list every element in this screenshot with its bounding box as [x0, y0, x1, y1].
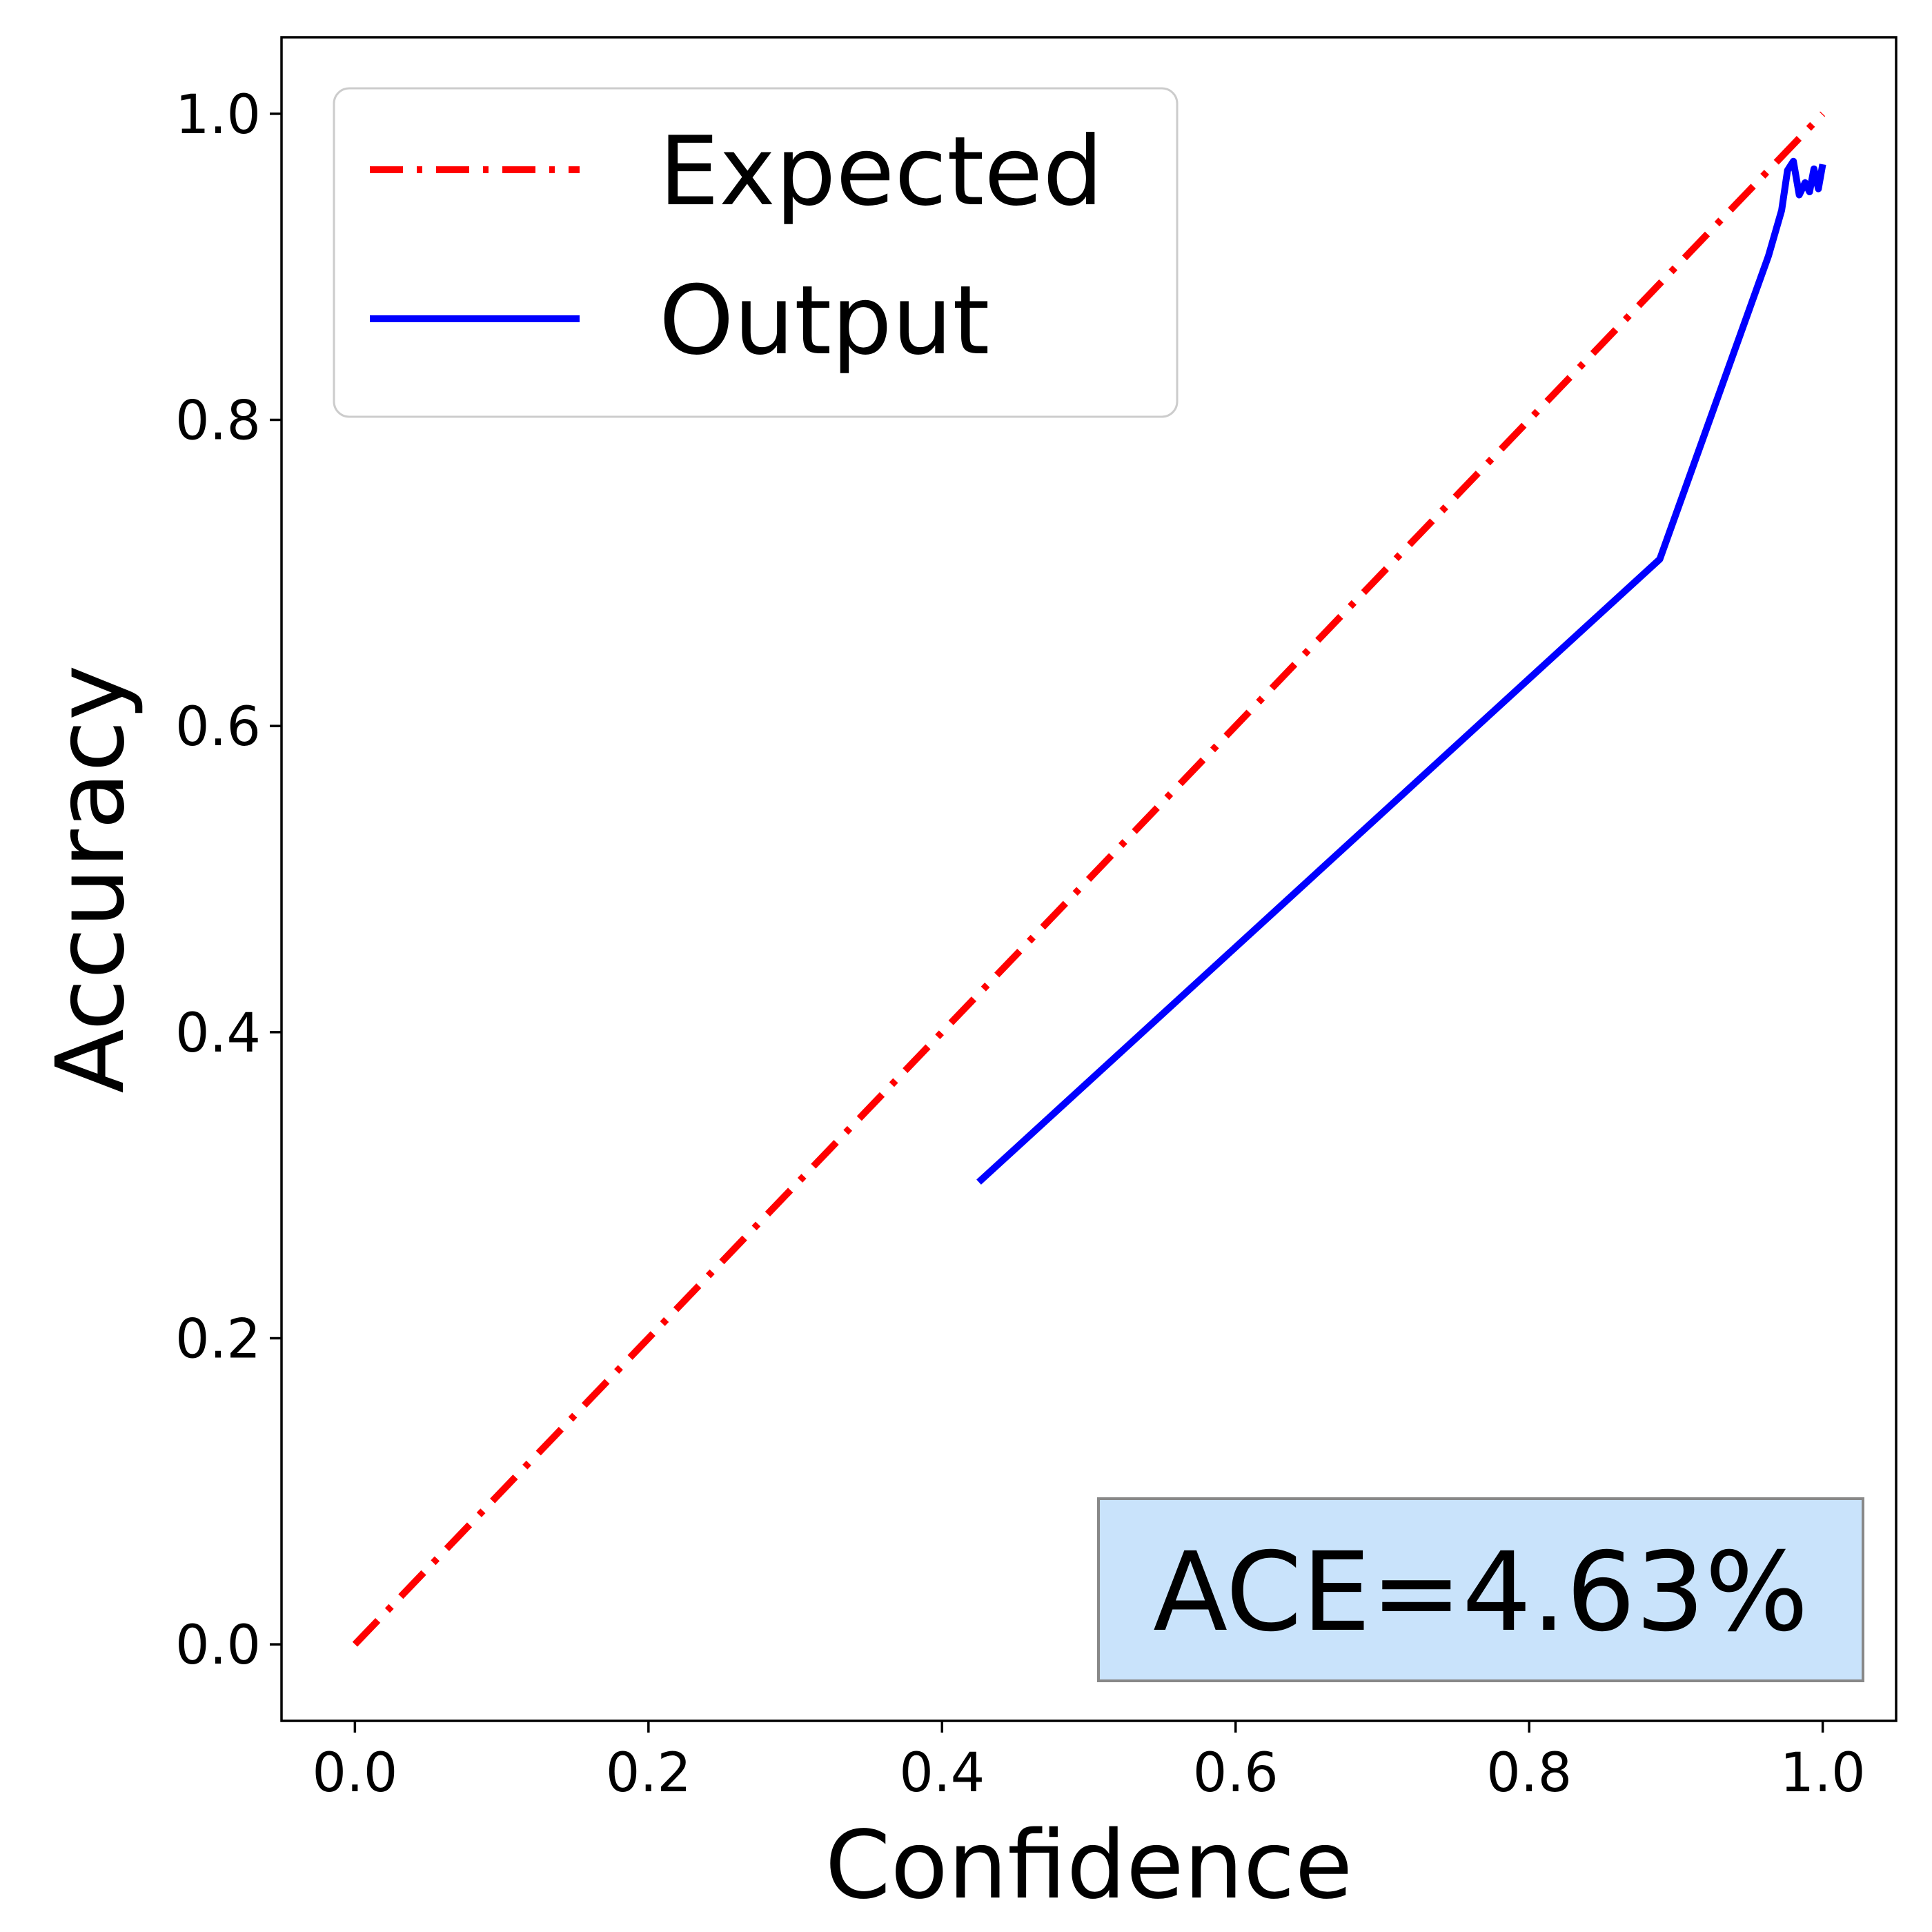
y-tick-label: 0.2	[175, 1308, 261, 1370]
series-line-expected	[352, 111, 1826, 1647]
ace-annotation-box	[1097, 1497, 1864, 1682]
y-tick-label: 0.6	[175, 696, 261, 758]
x-tick-label: 0.2	[606, 1742, 691, 1804]
legend-box	[333, 87, 1179, 418]
legend-label-expected: Expected	[659, 116, 1103, 227]
y-tick-label: 1.0	[175, 84, 261, 146]
x-tick-label: 0.4	[899, 1742, 985, 1804]
legend: Expected Output	[333, 87, 1179, 418]
y-axis-ticks: 0.0 0.2 0.4 0.6 0.8 1.0	[175, 84, 282, 1677]
x-tick-label: 0.0	[312, 1742, 397, 1804]
x-axis-ticks: 0.0 0.2 0.4 0.6 0.8 1.0	[312, 1721, 1866, 1804]
series-line-output	[976, 157, 1826, 1185]
y-tick-label: 0.4	[175, 1003, 261, 1065]
x-tick-label: 1.0	[1780, 1742, 1866, 1804]
y-tick-label: 0.8	[175, 391, 261, 453]
ace-annotation-text: ACE=4.63%	[1153, 1529, 1808, 1656]
x-tick-label: 0.8	[1486, 1742, 1572, 1804]
ace-annotation: ACE=4.63%	[1097, 1497, 1864, 1682]
legend-label-output: Output	[659, 265, 989, 376]
y-tick-label: 0.0	[175, 1615, 261, 1677]
axes-frame	[280, 36, 1897, 1722]
x-tick-label: 0.6	[1193, 1742, 1279, 1804]
y-axis-label: Accuracy	[37, 665, 146, 1094]
x-axis-label: Confidence	[825, 1811, 1353, 1920]
series-layer	[352, 111, 1826, 1647]
